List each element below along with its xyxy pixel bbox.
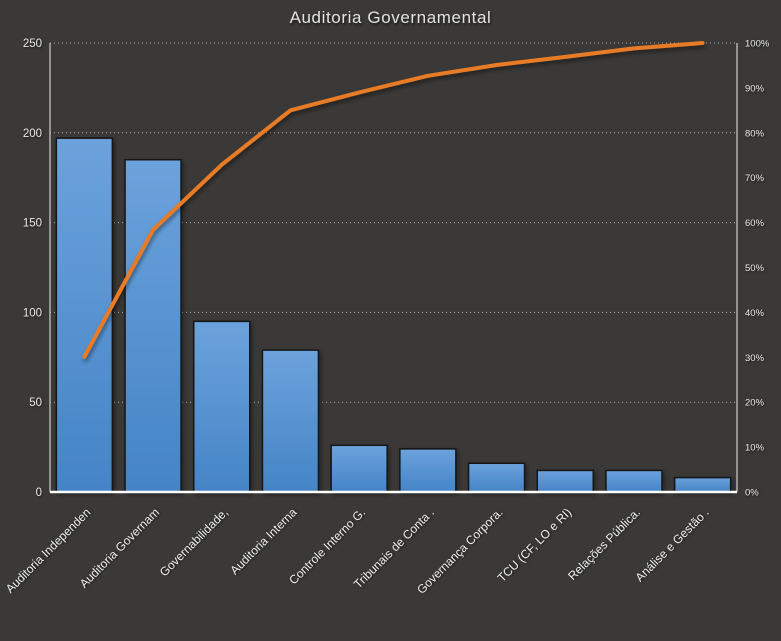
left-axis-tick-label: 50 bbox=[29, 397, 42, 409]
gridlines bbox=[50, 42, 737, 403]
bar bbox=[124, 158, 182, 493]
category-label: Relações Pública. bbox=[565, 505, 643, 583]
left-axis-tick-label: 100 bbox=[23, 307, 42, 319]
axis-lines bbox=[49, 43, 738, 494]
bar bbox=[399, 448, 457, 493]
bar bbox=[673, 476, 732, 493]
bar bbox=[55, 137, 114, 493]
right-axis-tick-label: 90% bbox=[745, 83, 765, 94]
right-axis-tick-label: 70% bbox=[745, 173, 765, 184]
left-axis-tick-label: 150 bbox=[23, 218, 42, 230]
chart-title: Auditoria Governamental bbox=[289, 8, 492, 27]
bar bbox=[467, 462, 526, 493]
bar bbox=[261, 349, 320, 493]
right-axis-tick-label: 80% bbox=[745, 128, 765, 139]
left-axis-tick-label: 250 bbox=[23, 38, 42, 50]
category-label: Análise e Gestão . bbox=[633, 505, 712, 584]
right-axis-tick-label: 60% bbox=[745, 218, 765, 229]
right-axis-tick-label: 50% bbox=[745, 263, 765, 274]
bar bbox=[605, 469, 663, 493]
left-axis-labels: 0 50 100 150 200 250 bbox=[23, 38, 42, 499]
right-axis-tick-label: 20% bbox=[745, 398, 765, 409]
bar-series bbox=[55, 137, 732, 493]
category-label: Governabilidade, bbox=[157, 505, 231, 579]
left-axis-tick-label: 200 bbox=[23, 128, 42, 140]
right-axis-tick-label: 10% bbox=[745, 443, 765, 454]
right-axis-labels: 0% 10% 20% 30% 40% 50% 60% 70% 80% 90% 100% bbox=[745, 39, 770, 499]
right-axis-tick-label: 100% bbox=[745, 39, 770, 50]
cumulative-line-group bbox=[82, 41, 705, 359]
bar bbox=[536, 469, 594, 493]
cumulative-line bbox=[82, 41, 705, 359]
right-axis-tick-label: 0% bbox=[745, 488, 759, 499]
right-axis-tick-label: 30% bbox=[745, 353, 765, 364]
bar bbox=[193, 320, 251, 493]
category-label: TCU (CF, LO e RI) bbox=[495, 505, 575, 585]
category-label: Auditoria Interna bbox=[227, 505, 299, 577]
right-axis-tick-label: 40% bbox=[745, 308, 765, 319]
bar bbox=[330, 444, 388, 493]
left-axis-tick-label: 0 bbox=[36, 487, 42, 499]
